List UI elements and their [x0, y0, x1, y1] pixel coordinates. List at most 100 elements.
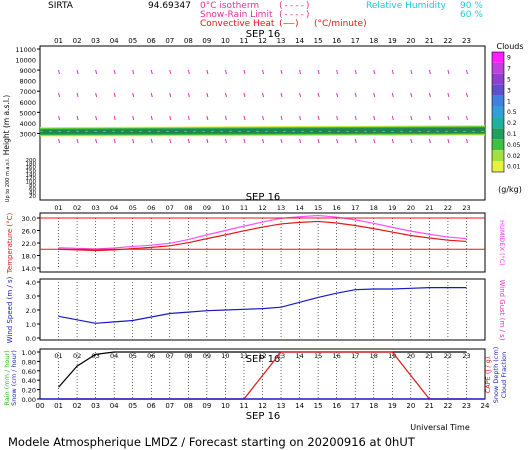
- date-label: SEP 16: [246, 411, 281, 422]
- hour-tick-label: 05: [129, 204, 137, 212]
- y-tick-label-low: 200: [26, 158, 37, 164]
- y-tick-label: 3000: [19, 130, 36, 138]
- hour-tick-label: 20: [406, 402, 415, 410]
- wind-barb-mark: [299, 138, 302, 144]
- hour-tick-label: 05: [128, 402, 137, 410]
- y-tick-label: 0.40: [22, 377, 36, 385]
- wind-barb-mark: [224, 138, 227, 144]
- wind-barb-mark: [76, 138, 79, 144]
- wind-barb-mark: [280, 92, 283, 98]
- hour-tick-label: 04: [110, 204, 118, 212]
- date-label: SEP 16: [246, 354, 281, 365]
- hour-tick-label: 10: [221, 204, 229, 212]
- site-label: SIRTA: [48, 1, 74, 11]
- colorbar-label: 7: [507, 66, 511, 73]
- colorbar-unit: (g/kg): [498, 185, 522, 194]
- colorbar-swatch: [492, 52, 504, 63]
- hour-tick-label: 08: [184, 204, 192, 212]
- colorbar-label: 1: [507, 98, 511, 105]
- wind-barb-mark: [317, 138, 320, 144]
- wind-barb-mark: [132, 69, 135, 75]
- hour-tick-label: 04: [110, 37, 119, 45]
- wind-barb-mark: [169, 69, 172, 75]
- wind-barb-mark: [354, 92, 357, 98]
- legend-label: Convective Heat: [200, 19, 275, 29]
- wind-barb-mark: [428, 138, 431, 144]
- wind-barb-mark: [113, 69, 116, 75]
- wind-barb-mark: [465, 138, 468, 144]
- wind-barb-mark: [428, 69, 431, 75]
- wind-barb-mark: [410, 92, 413, 98]
- wind-barb-mark: [206, 115, 209, 121]
- y-axis-label-right: Snow Depth (cm): [492, 347, 500, 403]
- y-axis-label: Wind Speed (m / s): [6, 276, 14, 343]
- hour-tick-label: 02: [73, 204, 81, 212]
- wind-barb-mark: [224, 69, 227, 75]
- colorbar-label: 0.01: [507, 164, 521, 171]
- wind-barb-mark: [58, 69, 61, 75]
- y-axis-label-right: Cloud Fraction: [500, 352, 508, 399]
- y-tick-label: 30.0: [22, 215, 36, 223]
- y-tick-label-low: 20: [29, 194, 36, 200]
- y-tick-label: 9000: [19, 67, 36, 75]
- wind-barb-mark: [354, 115, 357, 121]
- series-line: [58, 220, 467, 252]
- hour-tick-label: 21: [425, 402, 434, 410]
- hour-tick-label: 06: [147, 37, 156, 45]
- hour-tick-label: 23: [462, 204, 470, 212]
- wind-barb-mark: [132, 92, 135, 98]
- wind-barb-mark: [465, 69, 468, 75]
- hour-tick-label: 19: [388, 204, 396, 212]
- series-line: [58, 214, 467, 250]
- hour-tick-label: 09: [202, 37, 211, 45]
- wind-barb-mark: [58, 138, 61, 144]
- colorbar-label: 0.1: [507, 131, 517, 138]
- hour-tick-label: 07: [165, 37, 174, 45]
- y-tick-label-low: 140: [26, 172, 37, 178]
- wind-barb-mark: [373, 138, 376, 144]
- wind-barb-mark: [95, 115, 98, 121]
- hour-tick-label: 13: [277, 402, 286, 410]
- hour-tick-label: 06: [147, 402, 156, 410]
- wind-barb-mark: [95, 138, 98, 144]
- legend-sample: (——): [278, 19, 300, 29]
- wind-barb-mark: [447, 115, 450, 121]
- wind-barb-mark: [132, 115, 135, 121]
- y-tick-label: 7000: [19, 88, 36, 96]
- legend-sample: (----): [278, 1, 311, 11]
- hour-tick-label: 23: [462, 37, 471, 45]
- hour-tick-label: 15: [314, 204, 322, 212]
- hour-tick-label: 05: [128, 37, 137, 45]
- hour-tick-label: 19: [388, 37, 397, 45]
- hour-tick-label: 14: [295, 402, 304, 410]
- hour-tick-label: 17: [351, 37, 360, 45]
- wind-barb-mark: [206, 69, 209, 75]
- wind-barb-mark: [373, 92, 376, 98]
- colorbar-label: 9: [507, 55, 511, 62]
- wind-barb-mark: [187, 115, 190, 121]
- hour-tick-label: 01: [54, 402, 63, 410]
- legend-sample: (----): [278, 10, 311, 20]
- colorbar-label: 5: [507, 76, 511, 83]
- rh-level: 90 %: [460, 1, 483, 11]
- colorbar-swatch: [492, 128, 504, 140]
- y-tick-label: 8000: [19, 78, 36, 86]
- y-tick-label-low: 150: [26, 169, 37, 175]
- wind-barb-mark: [280, 138, 283, 144]
- wind-barb-mark: [113, 92, 116, 98]
- wind-barb-mark: [373, 69, 376, 75]
- wind-barb-mark: [447, 138, 450, 144]
- wind-barb-mark: [76, 92, 79, 98]
- wind-barb-mark: [187, 69, 190, 75]
- wind-barb-mark: [243, 69, 246, 75]
- y-tick-label: 11000: [15, 46, 36, 54]
- y-axis-label: Snow (cm / hour): [10, 350, 18, 406]
- wind-barb-mark: [58, 92, 61, 98]
- wind-barb-mark: [243, 92, 246, 98]
- hour-tick-label: 08: [184, 402, 193, 410]
- y-axis-label: Height (m a.s.l.): [2, 95, 11, 156]
- colorbar-frame: [491, 51, 505, 173]
- hour-tick-label: 23: [462, 402, 471, 410]
- wind-barb-mark: [391, 115, 394, 121]
